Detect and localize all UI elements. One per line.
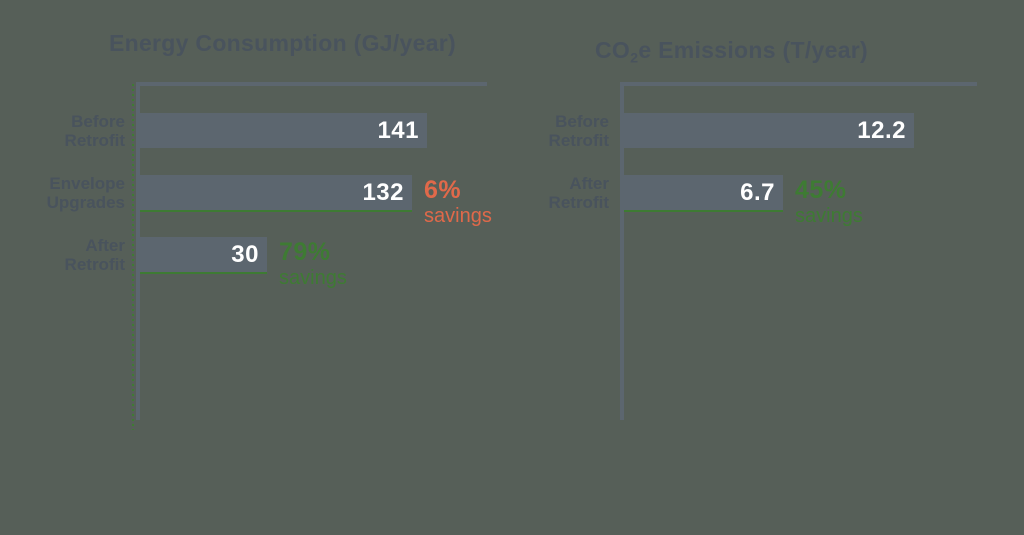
bar: 141 bbox=[140, 113, 427, 148]
savings-bar-underline bbox=[140, 210, 412, 212]
top-axis-line bbox=[136, 82, 487, 86]
savings-bar-underline bbox=[624, 210, 783, 212]
y-axis-line bbox=[620, 82, 624, 420]
bar-value-label: 6.7 bbox=[740, 179, 775, 206]
bar: 6.7 bbox=[624, 175, 783, 212]
savings-word: savings bbox=[279, 267, 347, 289]
chart-title: Energy Consumption (GJ/year) bbox=[108, 30, 457, 56]
category-label-line: Before bbox=[71, 111, 125, 131]
bar-value-label: 141 bbox=[377, 117, 419, 144]
savings-percent: 45% bbox=[795, 176, 847, 204]
bar: 132 bbox=[140, 175, 412, 212]
category-label: Envelope Upgrades bbox=[10, 173, 125, 212]
category-label: After Retrofit bbox=[494, 173, 609, 212]
category-label-line: Retrofit bbox=[64, 130, 125, 150]
chart-title-text: CO bbox=[594, 37, 631, 63]
savings-annotation: 45% savings bbox=[795, 177, 863, 229]
category-label-line: Retrofit bbox=[548, 192, 609, 212]
category-label-line: Before bbox=[555, 111, 609, 131]
category-label: Before Retrofit bbox=[10, 111, 125, 150]
bar: 30 bbox=[140, 237, 267, 274]
chart-title-subscript: 2 bbox=[630, 50, 639, 67]
savings-bar-underline bbox=[140, 272, 267, 274]
category-label-line: Envelope bbox=[49, 173, 125, 193]
category-label-line: After bbox=[85, 235, 125, 255]
energy-consumption-chart: Energy Consumption (GJ/year) Before Retrof… bbox=[10, 30, 492, 430]
bar-value-label: 30 bbox=[231, 241, 259, 268]
category-label: After Retrofit bbox=[10, 235, 125, 274]
dotted-guide-line bbox=[132, 84, 134, 430]
chart-title-text: e Emissions (T/year) bbox=[638, 37, 869, 63]
savings-annotation: 6% savings bbox=[424, 177, 492, 229]
chart-title: CO2e Emissions (T/year) bbox=[509, 37, 954, 67]
category-label: Before Retrofit bbox=[494, 111, 609, 150]
category-label-line: Retrofit bbox=[64, 254, 125, 274]
savings-percent: 79% bbox=[279, 238, 331, 266]
savings-word: savings bbox=[424, 205, 492, 227]
bar-value-label: 12.2 bbox=[857, 117, 906, 144]
savings-word: savings bbox=[795, 205, 863, 227]
bar-value-label: 132 bbox=[362, 179, 404, 206]
category-label-line: After bbox=[569, 173, 609, 193]
top-axis-line bbox=[620, 82, 977, 86]
savings-annotation: 79% savings bbox=[279, 239, 347, 291]
y-axis-line bbox=[136, 82, 140, 420]
category-label-line: Retrofit bbox=[548, 130, 609, 150]
savings-percent: 6% bbox=[424, 176, 462, 204]
category-label-line: Upgrades bbox=[46, 192, 125, 212]
bar: 12.2 bbox=[624, 113, 914, 148]
co2e-emissions-chart: CO2e Emissions (T/year) Before Retrofit 12.… bbox=[484, 0, 1024, 535]
